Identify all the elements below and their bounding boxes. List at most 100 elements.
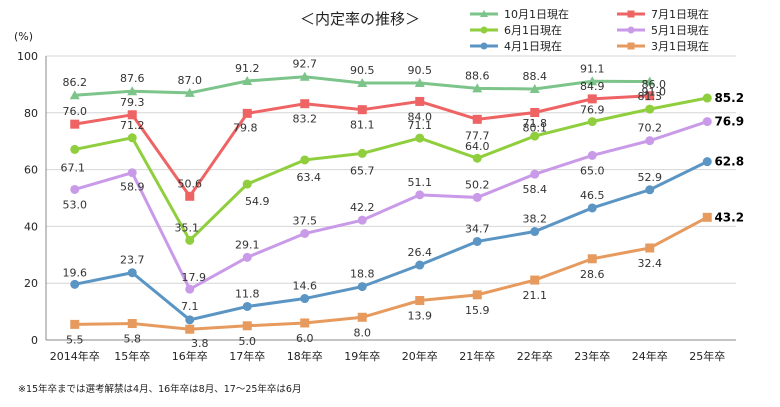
- data-label-apr: 38.2: [523, 213, 548, 226]
- point-jul: [127, 110, 137, 120]
- series-group: [69, 71, 712, 334]
- point-jun: [300, 155, 310, 165]
- data-label-oct: 87.0: [178, 74, 203, 87]
- point-may: [300, 229, 310, 238]
- point-mar: [242, 321, 252, 331]
- point-jul: [415, 96, 425, 106]
- data-label-jun: 85.2: [714, 91, 744, 105]
- data-label-oct: 87.6: [120, 72, 145, 85]
- data-label-oct: 90.5: [350, 64, 375, 77]
- data-label-apr: 19.6: [63, 266, 88, 279]
- data-label-jun: 76.9: [580, 104, 605, 117]
- data-label-apr: 7.1: [181, 300, 199, 313]
- data-label-jul: 81.1: [350, 119, 375, 132]
- x-tick-label: 24年卒: [632, 349, 668, 363]
- point-jul: [645, 91, 655, 101]
- y-tick-label: 40: [24, 220, 38, 233]
- data-label-apr: 52.9: [638, 171, 663, 184]
- data-label-may: 70.2: [638, 122, 663, 135]
- point-jun: [587, 117, 597, 127]
- point-apr: [185, 315, 195, 325]
- legend-item-oct: 10月1日現在: [470, 8, 569, 21]
- x-tick-label: 19年卒: [344, 349, 380, 363]
- point-apr: [415, 260, 425, 270]
- point-apr: [242, 301, 252, 311]
- data-label-apr: 18.8: [350, 268, 375, 281]
- data-label-oct: 91.0: [642, 86, 667, 99]
- point-may: [415, 190, 425, 200]
- point-oct: [357, 77, 368, 87]
- data-label-jun: 63.4: [297, 171, 322, 184]
- y-axis-unit-label: (%): [14, 30, 33, 43]
- point-may: [357, 215, 367, 225]
- data-label-may: 17.9: [182, 271, 207, 284]
- x-tick-label: 22年卒: [517, 349, 553, 363]
- data-label-mar: 5.0: [239, 335, 257, 348]
- point-may: [702, 117, 712, 127]
- point-apr: [70, 279, 80, 289]
- point-apr: [702, 157, 712, 167]
- data-label-mar: 28.6: [580, 268, 605, 281]
- point-mar: [300, 318, 310, 328]
- data-label-oct: 90.5: [408, 64, 433, 77]
- legend-item-apr: 4月1日現在: [470, 40, 562, 53]
- data-label-jun: 67.1: [61, 161, 86, 174]
- x-tick-label: 16年卒: [172, 349, 208, 363]
- point-jun: [242, 179, 252, 189]
- legend-label: 7月1日現在: [651, 8, 709, 21]
- data-label-oct: 91.2: [235, 62, 260, 75]
- data-label-apr: 23.7: [120, 254, 145, 267]
- point-oct: [242, 75, 253, 85]
- series-line-jun: [74, 96, 708, 243]
- point-jun: [530, 131, 540, 141]
- footnote: ※15年卒までは選考解禁は4月、16年卒は8月、17～25年卒は6月: [18, 383, 301, 395]
- data-label-jun: 71.8: [523, 117, 548, 130]
- legend-item-jun: 6月1日現在: [470, 24, 562, 37]
- point-jul: [70, 119, 80, 129]
- point-mar: [645, 243, 655, 253]
- point-jul: [587, 94, 597, 104]
- x-axis-ticks: 2014年卒 15年卒 16年卒 17年卒 18年卒 19年卒 20年卒 21年卒 22年卒 23…: [50, 349, 726, 363]
- point-mar: [587, 254, 597, 264]
- point-jun: [472, 153, 482, 163]
- y-tick-label: 100: [17, 50, 38, 63]
- data-label-jun: 35.1: [175, 221, 200, 234]
- point-may: [472, 192, 482, 202]
- data-label-mar: 32.4: [638, 257, 663, 270]
- data-label-mar: 13.9: [408, 310, 433, 323]
- point-may: [127, 168, 137, 178]
- point-apr: [645, 185, 655, 195]
- point-may: [530, 169, 540, 179]
- legend-marker: [480, 42, 488, 50]
- legend-marker: [480, 10, 488, 17]
- legend-marker: [627, 10, 635, 18]
- point-mar: [472, 290, 482, 300]
- point-mar: [70, 319, 80, 329]
- legend-item-may: 5月1日現在: [617, 24, 709, 37]
- legend-item-jul: 7月1日現在: [617, 8, 709, 21]
- data-labels: 86.2 87.6 87.0 91.2 92.7 90.5 90.5 88.6 88.4 91.1…: [61, 58, 745, 350]
- data-label-jun: 54.9: [245, 195, 270, 208]
- point-jun: [702, 93, 712, 103]
- data-label-apr: 46.5: [580, 189, 605, 202]
- data-label-jun: 64.0: [465, 140, 490, 153]
- series-line-apr: [74, 160, 708, 322]
- data-label-mar: 15.9: [465, 304, 490, 317]
- point-jul: [185, 191, 195, 201]
- data-label-apr: 11.8: [235, 287, 260, 300]
- data-label-may: 58.9: [120, 181, 145, 194]
- x-tick-label: 15年卒: [114, 349, 150, 363]
- legend: 10月1日現在 7月1日現在 6月1日現在 5月1日現在 4月1日現在 3月1日現在: [470, 8, 709, 53]
- chart-title: ＜内定率の推移＞: [300, 10, 420, 28]
- point-mar: [127, 319, 137, 329]
- data-label-oct: 88.6: [465, 69, 490, 82]
- data-label-apr: 26.4: [408, 246, 433, 259]
- data-label-mar: 8.0: [354, 326, 372, 339]
- x-tick-label: 17年卒: [229, 349, 265, 363]
- data-label-may: 42.2: [350, 201, 375, 214]
- point-mar: [702, 212, 712, 222]
- point-apr: [357, 282, 367, 292]
- data-label-mar: 5.8: [124, 333, 142, 346]
- data-label-jul: 79.3: [120, 96, 145, 109]
- point-may: [587, 150, 597, 160]
